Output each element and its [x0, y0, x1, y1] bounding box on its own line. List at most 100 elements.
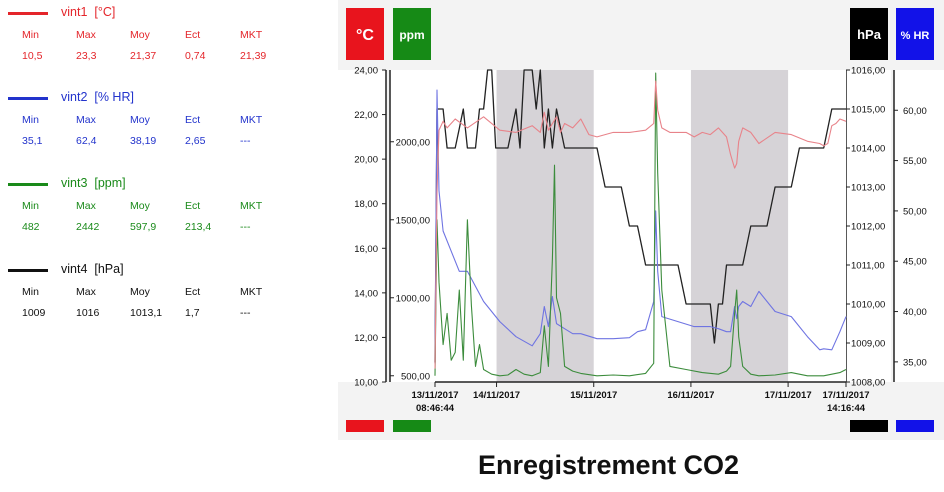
hpa-tick-label: 1013,00	[851, 183, 885, 194]
legend-swatch	[8, 12, 48, 15]
x-tick-time: 14:16:44	[827, 403, 866, 414]
legend-header: MKT	[240, 286, 263, 298]
x-tick-label: 15/11/2017	[570, 390, 617, 401]
temp-tick-label: 18,00	[354, 199, 378, 210]
x-tick-label: 14/11/2017	[473, 390, 520, 401]
legend-value: 10,5	[22, 50, 43, 62]
legend-value: 0,74	[185, 50, 206, 62]
hpa-tick-label: 1010,00	[851, 300, 885, 311]
legend-swatch	[8, 97, 48, 100]
legend-value: 21,39	[240, 50, 267, 62]
series-vint4-line	[434, 69, 846, 363]
x-tick-label: 17/11/2017	[765, 390, 812, 401]
x-tick-label: 17/11/2017	[822, 390, 869, 401]
legend-title: vint2 [% HR]	[61, 90, 134, 104]
legend-value: 1016	[76, 307, 100, 319]
legend-value: ---	[240, 221, 251, 233]
series-vint2-line	[434, 89, 847, 364]
temp-badge	[346, 8, 384, 60]
hr-axis-panel	[894, 70, 944, 382]
legend-title: vint4 [hPa]	[61, 262, 124, 276]
chart-panel: 24,00 22,00 20,00 18,00 16,00 14,00 12,00 10,00…	[338, 0, 944, 440]
hr-tick-label: 35,00	[903, 357, 927, 368]
hr-tick-label: 60,00	[903, 106, 927, 117]
hr-badge-label: % HR	[901, 30, 930, 42]
legend-value: 23,3	[76, 50, 97, 62]
temp-tick-label: 12,00	[354, 333, 378, 344]
legend-header: Ect	[185, 114, 201, 126]
legend-header: Min	[22, 114, 39, 126]
legend-header: MKT	[240, 200, 263, 212]
legend-header: MKT	[240, 114, 263, 126]
legend-value: 2,65	[185, 135, 206, 147]
ppm-badge-label: ppm	[399, 28, 424, 42]
legend-value: 35,1	[22, 135, 43, 147]
ppm-badge	[393, 8, 431, 60]
legend-header: Moy	[130, 29, 150, 41]
x-tick-label: 16/11/2017	[667, 390, 714, 401]
series-vint3-line	[434, 72, 847, 377]
legend-header: Ect	[185, 200, 201, 212]
temp-color-bar	[346, 420, 384, 432]
hr-tick-label: 55,00	[903, 156, 927, 167]
legend-header: Moy	[130, 200, 150, 212]
hpa-tick-label: 1014,00	[851, 144, 885, 155]
hpa-tick-label: 1015,00	[851, 105, 885, 116]
legend-header: Ect	[185, 29, 201, 41]
legend-value: 1,7	[185, 307, 200, 319]
hr-tick-label: 50,00	[903, 206, 927, 217]
ppm-tick-label: 1500,00	[396, 215, 430, 226]
temp-tick-label: 24,00	[354, 66, 378, 77]
series-vint1-line	[434, 80, 847, 369]
legend-header: Min	[22, 200, 39, 212]
hpa-badge-label: hPa	[857, 27, 882, 42]
ppm-tick-label: 500,00	[401, 371, 430, 382]
ppm-tick-label: 2000,00	[396, 137, 430, 148]
chart-caption: Enregistrement CO2	[478, 450, 740, 480]
legend-value: ---	[240, 307, 251, 319]
shaded-period	[690, 70, 789, 382]
legend-header: Min	[22, 286, 39, 298]
temp-tick-label: 16,00	[354, 244, 378, 255]
legend-header: Moy	[130, 114, 150, 126]
legend-header: Min	[22, 29, 39, 41]
hpa-color-bar	[850, 420, 888, 432]
legend-swatch	[8, 183, 48, 186]
hpa-axis-panel	[846, 70, 891, 382]
legend-header: Max	[76, 114, 96, 126]
hr-badge	[896, 8, 934, 60]
legend-swatch	[8, 269, 48, 272]
chart-svg: 24,00 22,00 20,00 18,00 16,00 14,00 12,00 10,00…	[338, 8, 944, 432]
legend-header: MKT	[240, 29, 263, 41]
legend-header: Max	[76, 200, 96, 212]
hpa-tick-label: 1009,00	[851, 339, 885, 350]
legend-title: vint1 [°C]	[61, 5, 116, 19]
hr-color-bar	[896, 420, 934, 432]
legend-value: 482	[22, 221, 40, 233]
legend-header: Ect	[185, 286, 201, 298]
temp-tick-label: 22,00	[354, 110, 378, 121]
legend-value: ---	[240, 135, 251, 147]
x-tick-time: 08:46:44	[416, 403, 455, 414]
hr-tick-label: 40,00	[903, 307, 927, 318]
legend-value: 21,37	[130, 50, 157, 62]
ppm-color-bar	[393, 420, 431, 432]
temp-badge-label: °C	[356, 27, 374, 44]
legend-header: Max	[76, 286, 96, 298]
legend-value: 213,4	[185, 221, 212, 233]
hpa-tick-label: 1011,00	[851, 261, 885, 272]
hpa-tick-label: 1008,00	[851, 378, 885, 389]
temp-axis-panel	[338, 70, 386, 382]
legend-value: 62,4	[76, 135, 97, 147]
hpa-tick-label: 1012,00	[851, 222, 885, 233]
legend-header: Max	[76, 29, 96, 41]
hpa-tick-label: 1016,00	[851, 66, 885, 77]
legend-header: Moy	[130, 286, 150, 298]
legend-value: 38,19	[130, 135, 157, 147]
temp-tick-label: 10,00	[354, 378, 378, 389]
hpa-badge	[850, 8, 888, 60]
ppm-axis-panel	[390, 70, 435, 382]
legend-title: vint3 [ppm]	[61, 176, 126, 190]
legend-value: 597,9	[130, 221, 157, 233]
temp-tick-label: 14,00	[354, 288, 378, 299]
